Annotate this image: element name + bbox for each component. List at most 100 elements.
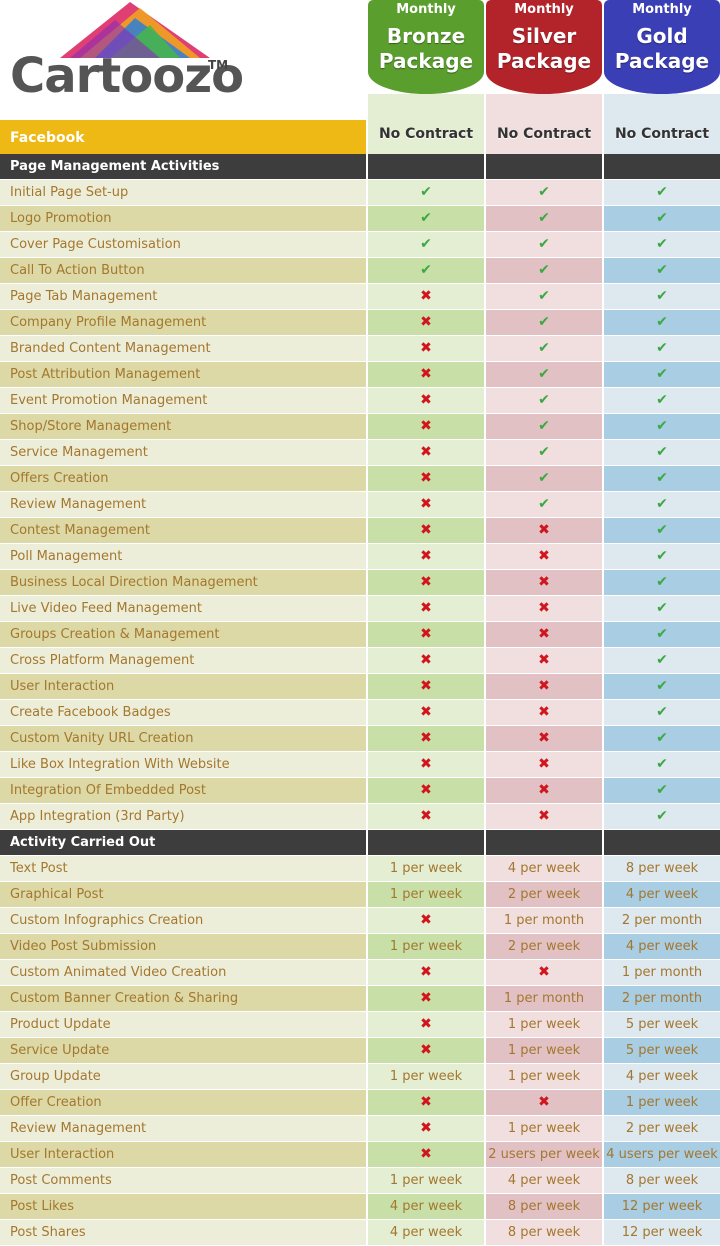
feature-label: Poll Management [0, 544, 366, 569]
frequency-value: 8 per week [604, 856, 720, 881]
package-contract: No Contract [614, 126, 710, 142]
check-icon: ✔ [486, 388, 602, 413]
cross-icon: ✖ [368, 284, 484, 309]
feature-label: Post Shares [0, 1220, 366, 1245]
frequency-value: 8 per week [604, 1168, 720, 1193]
table-row: Offer Creation ✖ ✖ 1 per week [0, 1090, 720, 1116]
cross-icon: ✖ [486, 570, 602, 595]
feature-label: Contest Management [0, 518, 366, 543]
cross-icon: ✖ [368, 414, 484, 439]
feature-label: Review Management [0, 492, 366, 517]
check-icon: ✔ [368, 206, 484, 231]
cross-icon: ✖ [368, 804, 484, 829]
feature-label: Group Update [0, 1064, 366, 1089]
feature-label: Branded Content Management [0, 336, 366, 361]
table-row: User Interaction ✖ 2 users per week 4 users… [0, 1142, 720, 1168]
feature-label: Review Management [0, 1116, 366, 1141]
table-row: Text Post 1 per week 4 per week 8 per week [0, 856, 720, 882]
feature-label: Shop/Store Management [0, 414, 366, 439]
cross-icon: ✖ [368, 622, 484, 647]
package-period: Monthly [486, 0, 602, 20]
table-row: Contest Management ✖ ✖ ✔ [0, 518, 720, 544]
check-icon: ✔ [604, 726, 720, 751]
table-row: Graphical Post 1 per week 2 per week 4 per … [0, 882, 720, 908]
check-icon: ✔ [604, 284, 720, 309]
frequency-value: 4 per week [604, 882, 720, 907]
frequency-value: 12 per week [604, 1220, 720, 1245]
frequency-value: 1 per month [486, 986, 602, 1011]
check-icon: ✔ [604, 466, 720, 491]
feature-label: Cover Page Customisation [0, 232, 366, 257]
cross-icon: ✖ [486, 622, 602, 647]
table-row: Like Box Integration With Website ✖ ✖ ✔ [0, 752, 720, 778]
cross-icon: ✖ [486, 804, 602, 829]
table-row: Post Likes 4 per week 8 per week 12 per wee… [0, 1194, 720, 1220]
cross-icon: ✖ [486, 1090, 602, 1115]
cross-icon: ✖ [486, 960, 602, 985]
frequency-value: 2 users per week [486, 1142, 602, 1167]
check-icon: ✔ [486, 206, 602, 231]
check-icon: ✔ [604, 570, 720, 595]
cross-icon: ✖ [486, 726, 602, 751]
cross-icon: ✖ [368, 1038, 484, 1063]
check-icon: ✔ [604, 440, 720, 465]
package-name: Gold Package [604, 20, 720, 94]
cross-icon: ✖ [486, 674, 602, 699]
cross-icon: ✖ [368, 1142, 484, 1167]
table-row: Business Local Direction Management ✖ ✖ ✔ [0, 570, 720, 596]
check-icon: ✔ [368, 258, 484, 283]
frequency-value: 12 per week [604, 1194, 720, 1219]
package-name-line2: Package [378, 49, 474, 73]
frequency-value: 4 per week [368, 1194, 484, 1219]
feature-label: Page Tab Management [0, 284, 366, 309]
table-row: Review Management ✖ ✔ ✔ [0, 492, 720, 518]
cross-icon: ✖ [486, 518, 602, 543]
table-row: Offers Creation ✖ ✔ ✔ [0, 466, 720, 492]
table-row: Post Shares 4 per week 8 per week 12 per we… [0, 1220, 720, 1246]
section-header: Page Management Activities [0, 154, 720, 180]
check-icon: ✔ [604, 492, 720, 517]
package-name: Bronze Package [368, 20, 484, 94]
frequency-value: 1 per month [486, 908, 602, 933]
cross-icon: ✖ [368, 700, 484, 725]
header: Cartoozo TM Facebook [0, 0, 720, 154]
check-icon: ✔ [604, 648, 720, 673]
table-row: Service Management ✖ ✔ ✔ [0, 440, 720, 466]
check-icon: ✔ [486, 466, 602, 491]
check-icon: ✔ [486, 232, 602, 257]
table-row: Call To Action Button ✔ ✔ ✔ [0, 258, 720, 284]
check-icon: ✔ [604, 258, 720, 283]
package-contract: No Contract [496, 126, 592, 142]
cartoozo-logo: Cartoozo TM [0, 0, 365, 120]
frequency-value: 8 per week [486, 1194, 602, 1219]
cross-icon: ✖ [368, 778, 484, 803]
frequency-value: 1 per week [368, 934, 484, 959]
package-period: Monthly [368, 0, 484, 20]
frequency-value: 5 per week [604, 1038, 720, 1063]
check-icon: ✔ [604, 596, 720, 621]
feature-label: App Integration (3rd Party) [0, 804, 366, 829]
cross-icon: ✖ [368, 726, 484, 751]
table-row: Custom Banner Creation & Sharing ✖ 1 per m… [0, 986, 720, 1012]
cross-icon: ✖ [368, 466, 484, 491]
frequency-value: 1 per week [368, 1168, 484, 1193]
check-icon: ✔ [486, 180, 602, 205]
logo-trademark: TM [208, 58, 229, 72]
section-title: Facebook [10, 130, 85, 146]
feature-label: Create Facebook Badges [0, 700, 366, 725]
feature-label: Initial Page Set-up [0, 180, 366, 205]
feature-label: Service Management [0, 440, 366, 465]
frequency-value: 1 per week [486, 1012, 602, 1037]
cross-icon: ✖ [368, 908, 484, 933]
package-name-line1: Gold [636, 24, 688, 48]
frequency-value: 4 per week [604, 1064, 720, 1089]
table-row: Event Promotion Management ✖ ✔ ✔ [0, 388, 720, 414]
feature-label: Offer Creation [0, 1090, 366, 1115]
cross-icon: ✖ [368, 336, 484, 361]
table-row: Initial Page Set-up ✔ ✔ ✔ [0, 180, 720, 206]
feature-label: Custom Infographics Creation [0, 908, 366, 933]
cross-icon: ✖ [368, 1090, 484, 1115]
logo-graphic [60, 2, 210, 58]
frequency-value: 2 per month [604, 908, 720, 933]
cross-icon: ✖ [486, 752, 602, 777]
